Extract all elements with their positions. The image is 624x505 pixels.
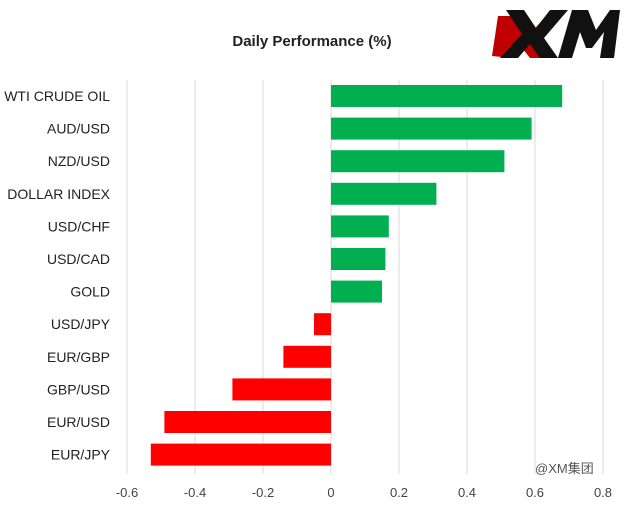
bar	[283, 345, 331, 368]
bar	[331, 117, 532, 140]
bar	[164, 411, 331, 433]
bar	[331, 248, 386, 270]
watermark: @XM集团	[535, 461, 594, 476]
category-label: GBP/USD	[47, 381, 110, 397]
category-label: EUR/GBP	[47, 349, 110, 365]
category-label: USD/JPY	[51, 316, 111, 332]
category-label: DOLLAR INDEX	[7, 186, 110, 202]
x-tick-label: -0.4	[184, 485, 206, 500]
x-tick-label: 0	[327, 485, 334, 500]
bar	[331, 182, 437, 205]
bar	[232, 378, 331, 401]
category-label: USD/CHF	[48, 218, 110, 234]
category-label: GOLD	[70, 284, 110, 300]
x-tick-label: 0.4	[458, 485, 476, 500]
bar	[331, 85, 563, 107]
x-tick-label: 0.8	[594, 485, 612, 500]
bar	[150, 443, 331, 466]
category-label: AUD/USD	[47, 121, 110, 137]
bar	[331, 280, 382, 303]
category-label: USD/CAD	[47, 251, 110, 267]
x-tick-label: 0.6	[526, 485, 544, 500]
bar	[331, 215, 389, 238]
bar	[331, 150, 505, 173]
category-label: WTI CRUDE OIL	[4, 88, 110, 104]
category-label: EUR/USD	[47, 414, 110, 430]
x-tick-label: 0.2	[390, 485, 408, 500]
xm-logo	[488, 8, 620, 64]
bar	[314, 313, 331, 336]
chart-title: Daily Performance (%)	[232, 33, 392, 50]
category-label: NZD/USD	[48, 153, 110, 169]
x-tick-label: -0.6	[116, 485, 138, 500]
category-label: EUR/JPY	[51, 447, 111, 463]
x-tick-label: -0.2	[252, 485, 274, 500]
